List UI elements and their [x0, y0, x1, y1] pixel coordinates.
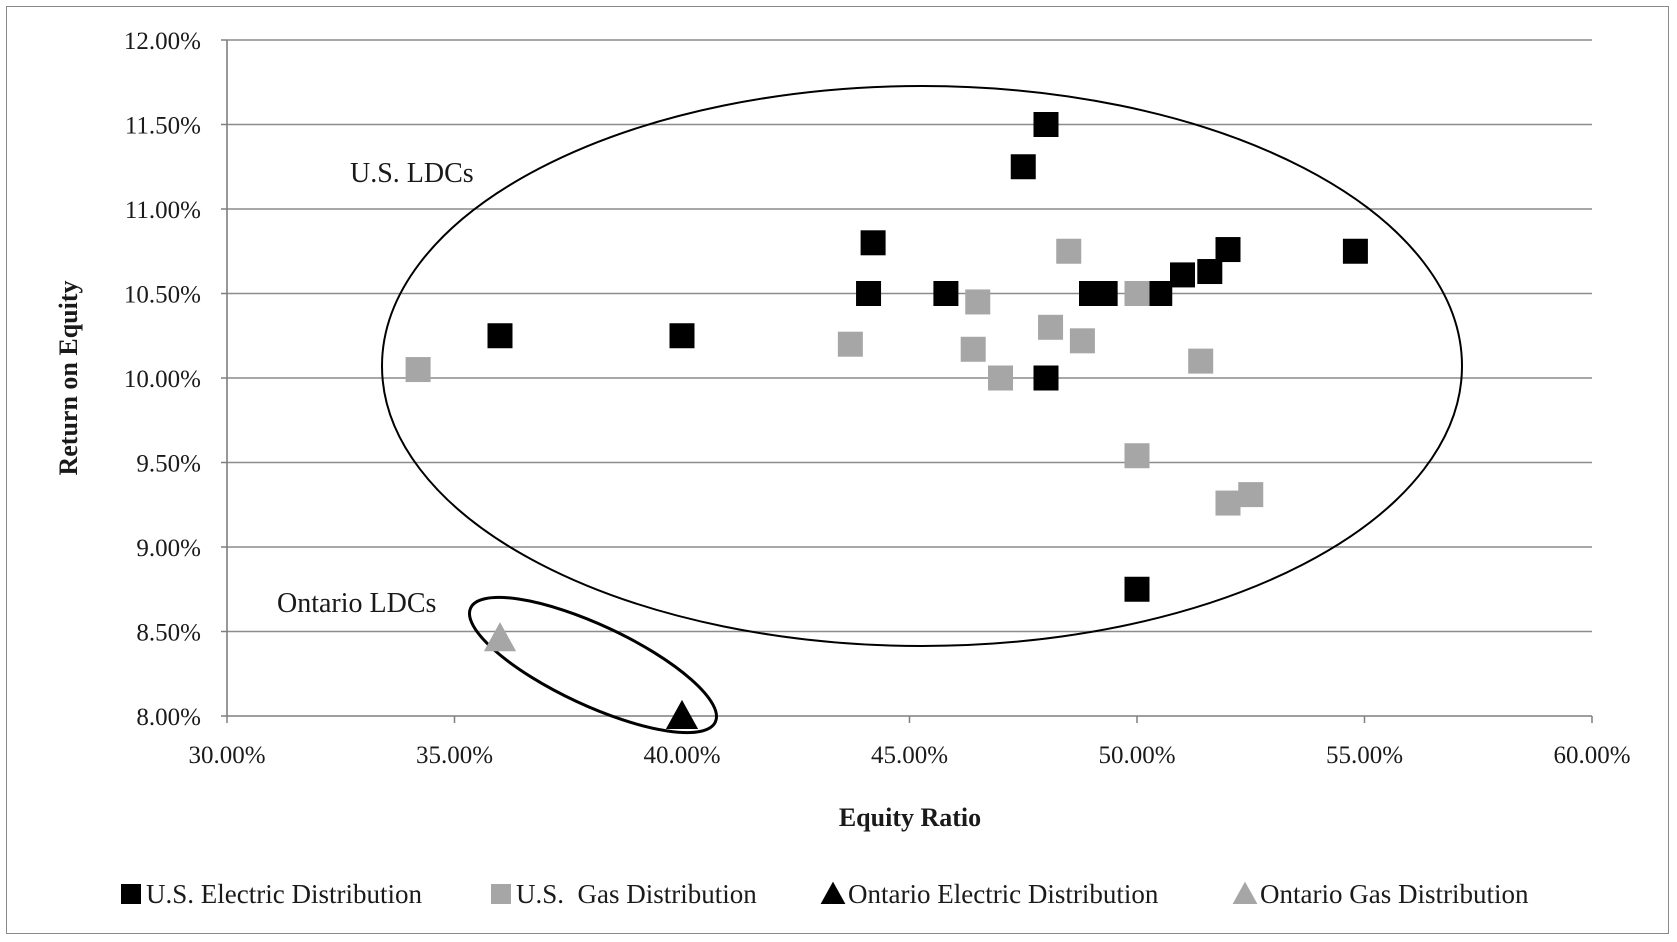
x-tick-label: 50.00% [1098, 742, 1175, 769]
u-s-electric-distribution-point [933, 281, 959, 306]
u-s-electric-distribution-point [1215, 237, 1241, 263]
legend-marker-ontario-gas-distribution [1232, 881, 1258, 904]
y-tick-label: 11.50% [125, 113, 201, 140]
tick-labels: 8.00% 8.50% 9.00% 9.50% 10.00% 10.50% 11.00% 11… [124, 28, 1631, 769]
x-tick-label: 35.00% [416, 742, 493, 769]
ontario-electric-distribution-point [665, 699, 699, 729]
legend-label-u-s-gas-distribution: U.S. Gas Distribution [516, 879, 757, 909]
x-tick-label: 45.00% [871, 742, 948, 769]
u-s-gas-distribution-point [1215, 490, 1241, 516]
legend-label-u-s-electric-distribution: U.S. Electric Distribution [146, 879, 422, 909]
legend-marker-u-s-gas-distribution [491, 884, 511, 904]
u-s-electric-distribution-point [1033, 365, 1059, 391]
u-s-gas-distribution-point [837, 331, 863, 357]
annotations: U.S. LDCs Ontario LDCs [277, 85, 1463, 735]
u-s-electric-distribution-point [1170, 262, 1195, 288]
u-s-gas-distribution-point [1069, 328, 1095, 354]
legend-marker-ontario-electric-distribution [820, 881, 846, 904]
u-s-gas-distribution-point [965, 289, 991, 315]
u-s-gas-distribution-point [960, 336, 986, 362]
x-tick-label: 55.00% [1326, 742, 1403, 769]
u-s-gas-distribution-point [1188, 348, 1214, 374]
gridlines [227, 39, 1592, 633]
u-s-electric-distribution-point [669, 323, 695, 349]
x-axis-title: Equity Ratio [839, 803, 981, 832]
u-s-gas-distribution-point [1038, 314, 1064, 340]
y-tick-label: 9.50% [136, 451, 201, 478]
u-s-electric-distribution-point [1342, 238, 1368, 264]
u-s-gas-distribution-point [1124, 443, 1150, 469]
ontario-ldcs-label: Ontario LDCs [277, 588, 436, 619]
us-ldcs-label: U.S. LDCs [350, 158, 474, 189]
u-s-gas-distribution-point [405, 357, 431, 383]
y-tick-label: 12.00% [124, 28, 201, 55]
u-s-gas-distribution-point [988, 365, 1013, 391]
y-tick-label: 10.00% [124, 366, 201, 393]
y-axis-title: Return on Equity [54, 280, 83, 475]
x-tick-label: 30.00% [188, 742, 265, 769]
u-s-electric-distribution-point [1147, 281, 1173, 306]
axes [221, 39, 1593, 723]
data-points [405, 112, 1368, 729]
u-s-electric-distribution-point [1033, 112, 1059, 137]
u-s-electric-distribution-point [1124, 576, 1150, 602]
u-s-gas-distribution-point [1124, 281, 1150, 306]
y-tick-label: 9.00% [136, 535, 201, 562]
chart-frame [6, 6, 1669, 934]
legend-label-ontario-gas-distribution: Ontario Gas Distribution [1260, 879, 1529, 909]
y-tick-label: 8.50% [136, 620, 201, 647]
u-s-electric-distribution-point [1197, 259, 1223, 285]
u-s-gas-distribution-point [1238, 482, 1264, 508]
y-tick-label: 8.00% [136, 704, 201, 731]
legend: U.S. Electric Distribution U.S. Gas Distr… [121, 879, 1529, 909]
u-s-electric-distribution-point [487, 323, 513, 349]
ontario-gas-distribution-point [483, 622, 517, 652]
legend-marker-u-s-electric-distribution [121, 884, 141, 904]
u-s-electric-distribution-point [1092, 281, 1118, 306]
legend-label-ontario-electric-distribution: Ontario Electric Distribution [848, 879, 1159, 909]
y-tick-label: 10.50% [124, 282, 201, 309]
ontario-ldcs-ellipse [467, 595, 719, 735]
x-tick-label: 40.00% [643, 742, 720, 769]
x-tick-label: 60.00% [1553, 742, 1630, 769]
u-s-electric-distribution-point [860, 230, 886, 256]
u-s-electric-distribution-point [1010, 154, 1036, 180]
u-s-gas-distribution-point [1056, 238, 1082, 264]
us-ldcs-ellipse [381, 85, 1463, 647]
u-s-electric-distribution-point [856, 281, 882, 306]
y-tick-label: 11.00% [125, 197, 201, 224]
